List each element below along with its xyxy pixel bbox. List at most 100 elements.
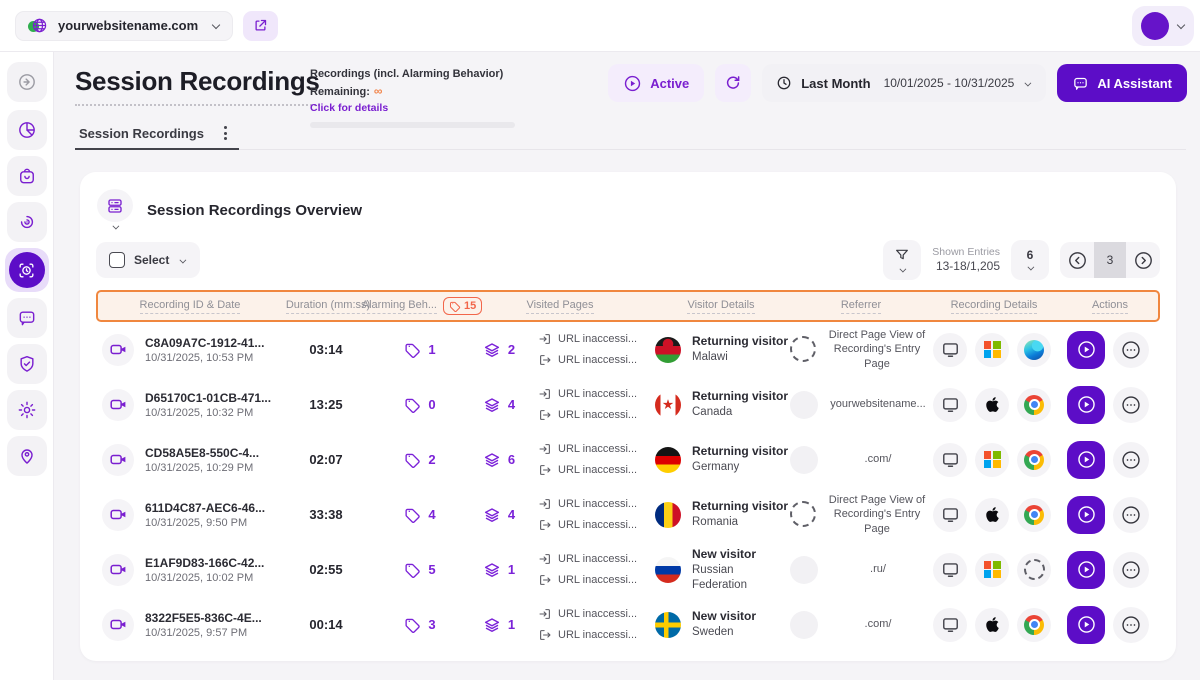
date-range-value: 10/01/2025 - 10/31/2025 — [883, 76, 1015, 90]
play-recording-button[interactable] — [1067, 550, 1105, 589]
exit-page-url: URL inaccessi... — [538, 463, 637, 477]
visited-pages-count: 4 — [507, 397, 516, 412]
visited-pages-count: 1 — [507, 562, 516, 577]
ellipsis-icon — [1122, 395, 1140, 414]
browser-badge — [1017, 552, 1051, 587]
sidebar-item-feedback[interactable] — [6, 298, 47, 338]
sidebar-item-dashboard[interactable] — [6, 110, 47, 150]
infinity-value: ∞ — [373, 84, 383, 98]
chevron-down-icon — [1026, 263, 1033, 270]
behavior-radar-icon — [20, 215, 33, 229]
click-for-details-link[interactable]: Click for details — [310, 102, 389, 114]
tab-session-recordings[interactable]: Session Recordings — [75, 118, 239, 150]
row-more-actions-button[interactable] — [1113, 551, 1149, 588]
tag-icon — [405, 618, 421, 633]
play-recording-button[interactable] — [1067, 330, 1105, 369]
page-size-value: 6 — [1026, 247, 1034, 262]
chrome-icon — [1024, 504, 1044, 525]
sidebar-item-session-recordings[interactable] — [4, 248, 49, 292]
sidebar-item-settings[interactable] — [6, 390, 47, 430]
browser-badge — [1017, 332, 1051, 367]
play-recording-button[interactable] — [1067, 440, 1105, 479]
tab-menu-kebab-icon[interactable] — [220, 122, 231, 144]
select-all-checkbox[interactable] — [109, 252, 125, 268]
layers-icon — [484, 452, 499, 467]
layers-icon — [484, 507, 499, 522]
ellipsis-icon — [1122, 560, 1140, 579]
page-size-selector[interactable]: 6 — [1011, 240, 1049, 280]
row-more-actions-button[interactable] — [1113, 496, 1149, 533]
shown-entries-label: Shown Entries — [932, 245, 1000, 258]
select-dropdown[interactable]: Select — [96, 242, 201, 278]
layers-icon — [484, 342, 499, 357]
recording-id: 611D4C87-AEC6-46... — [145, 500, 266, 515]
desktop-icon — [942, 343, 958, 357]
filter-button[interactable] — [883, 240, 922, 280]
apple-icon — [985, 507, 999, 522]
filter-funnel-icon — [896, 249, 909, 259]
next-page-button[interactable] — [1126, 242, 1160, 278]
visitor-country: Germany — [692, 461, 740, 474]
duration-value: 02:07 — [309, 452, 343, 467]
os-badge — [975, 332, 1009, 367]
website-selector[interactable]: yourwebsitename.com — [15, 10, 233, 41]
ai-assistant-label: AI Assistant — [1097, 75, 1172, 91]
privacy-shield-icon — [19, 355, 34, 372]
entry-page-url: URL inaccessi... — [538, 552, 637, 566]
open-website-button[interactable] — [243, 10, 278, 41]
row-more-actions-button[interactable] — [1113, 606, 1149, 643]
session-recordings-icon — [19, 262, 34, 278]
duration-value: 00:14 — [309, 617, 343, 632]
entry-page-url: URL inaccessi... — [538, 607, 637, 621]
sidebar-item-behavior[interactable] — [6, 202, 47, 242]
referrer-text: Direct Page View of Recording's Entry Pa… — [828, 494, 926, 535]
sidebar-item-expand[interactable] — [6, 62, 47, 102]
sidebar-item-privacy[interactable] — [6, 344, 47, 384]
windows-icon — [983, 561, 1001, 578]
video-camera-icon — [102, 333, 134, 366]
chevron-down-icon — [899, 265, 906, 272]
row-more-actions-button[interactable] — [1113, 331, 1149, 368]
external-link-icon — [255, 19, 267, 31]
table-body: C8A09A7C-1912-41... 10/31/2025, 10:53 PM… — [96, 322, 1160, 652]
user-menu[interactable] — [1132, 5, 1194, 46]
table-row: 8322F5E5-836C-4E... 10/31/2025, 9:57 PM … — [96, 597, 1160, 652]
row-more-actions-button[interactable] — [1113, 386, 1149, 423]
ellipsis-icon — [1122, 340, 1140, 359]
alarming-count: 2 — [428, 452, 436, 467]
entry-page-icon — [539, 499, 550, 509]
entry-page-icon — [539, 554, 550, 564]
sidebar-item-visitors[interactable] — [6, 156, 47, 196]
feedback-chat-icon — [19, 311, 34, 326]
recording-id: C8A09A7C-1912-41... — [145, 335, 265, 350]
desktop-icon — [942, 563, 958, 577]
remaining-progress-bar — [310, 122, 515, 128]
visitor-type: Returning visitor — [692, 334, 789, 349]
prev-page-button[interactable] — [1060, 242, 1094, 278]
device-badge — [933, 497, 967, 532]
alarming-count: 0 — [428, 397, 436, 412]
play-recording-button[interactable] — [1067, 605, 1105, 644]
layers-icon — [484, 562, 499, 577]
tab-bar: Session Recordings — [75, 118, 1186, 150]
settings-gear-icon — [18, 401, 35, 419]
sidebar-item-location[interactable] — [6, 436, 47, 476]
recording-date: 10/31/2025, 9:57 PM — [145, 626, 248, 639]
chevron-down-icon — [1024, 79, 1031, 86]
play-recording-button[interactable] — [1067, 495, 1105, 534]
device-badge — [933, 442, 967, 477]
tab-label: Session Recordings — [79, 125, 204, 141]
refresh-button[interactable] — [715, 64, 752, 102]
card-collapse-control[interactable] — [96, 189, 134, 231]
ellipsis-icon — [1122, 505, 1140, 524]
active-filter-button[interactable]: Active — [608, 64, 705, 102]
windows-icon — [983, 451, 1001, 468]
date-range-selector[interactable]: Last Month 10/01/2025 - 10/31/2025 — [762, 64, 1047, 102]
device-badge — [933, 387, 967, 422]
ai-assistant-button[interactable]: AI Assistant — [1057, 64, 1187, 102]
row-more-actions-button[interactable] — [1113, 441, 1149, 478]
play-recording-button[interactable] — [1067, 385, 1105, 424]
referrer-text: yourwebsitename... — [830, 398, 926, 411]
exit-page-icon — [540, 520, 551, 530]
browser-badge — [1017, 387, 1051, 422]
